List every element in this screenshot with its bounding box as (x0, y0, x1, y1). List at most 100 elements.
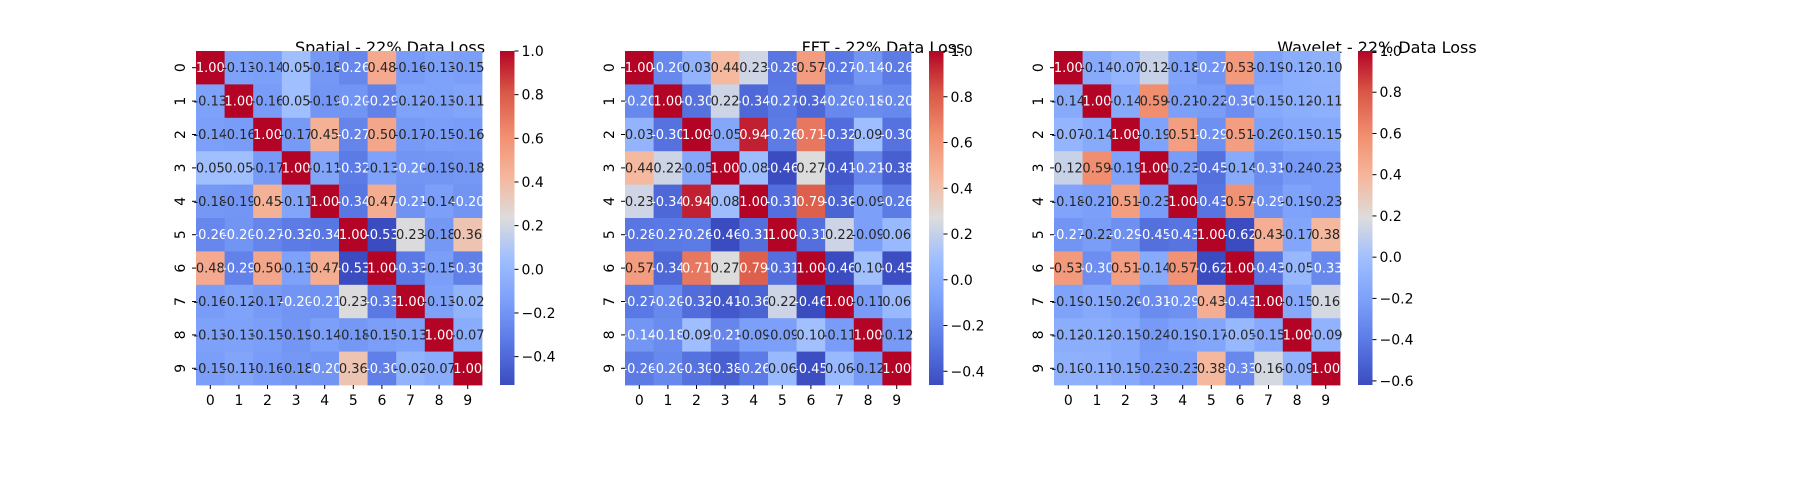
heatmap-cell (796, 318, 826, 352)
heatmap-cell (1139, 84, 1169, 119)
cell-value-label: -0.13 (394, 328, 428, 343)
heatmap-cell (1139, 351, 1169, 386)
heatmap-cell (253, 84, 283, 119)
heatmap-cell (310, 284, 340, 319)
cell-value-label: -0.14 (1080, 61, 1114, 76)
cell-value-label: -0.20 (622, 95, 656, 110)
heatmap-cell (1311, 351, 1341, 386)
colorbar-tick-label: 0.0 (522, 262, 544, 278)
cell-value-label: -0.07 (451, 328, 485, 343)
x-tick-label: 3 (292, 393, 301, 409)
x-tick-label: 8 (1293, 393, 1302, 409)
cell-value-label: -0.41 (708, 295, 742, 310)
heatmap-cell (310, 218, 340, 252)
cell-value-label: -0.18 (422, 228, 456, 243)
heatmap-cell (710, 318, 740, 352)
y-tick-label: 1 (173, 97, 189, 106)
cell-value-label: -0.43 (1166, 228, 1200, 243)
cell-value-label: -0.29 (222, 262, 256, 277)
cell-value-label: -0.14 (851, 61, 885, 76)
heatmap-cell (453, 51, 483, 85)
heatmap-cell (1197, 251, 1226, 286)
heatmap-cell (281, 218, 311, 252)
heatmap-cell (796, 84, 826, 119)
heatmap-cell (224, 251, 254, 286)
heatmap-cell (281, 251, 311, 286)
heatmap-cell (224, 151, 254, 185)
heatmap-cell (1197, 84, 1226, 119)
cell-value-label: -0.09 (851, 228, 885, 243)
cell-value-label: -0.19 (1280, 195, 1314, 210)
cell-value-label: -0.41 (823, 161, 857, 176)
cell-value-label: 1.00 (367, 262, 396, 277)
heatmap-cell (224, 117, 254, 152)
heatmap-cell (796, 218, 826, 252)
y-tick-label: 4 (1031, 197, 1047, 206)
heatmap-cell (367, 318, 397, 352)
cell-value-label: -0.53 (365, 228, 399, 243)
cell-value-label: -0.16 (222, 128, 256, 143)
heatmap-cell (281, 284, 311, 319)
cell-value-label: -0.14 (308, 328, 342, 343)
y-tick-label: 0 (173, 63, 189, 72)
heatmap-cell (682, 251, 712, 286)
cell-value-label: -0.17 (1280, 228, 1314, 243)
cell-value-label: -0.15 (1252, 328, 1286, 343)
cell-value-label: 0.59 (1140, 95, 1169, 110)
colorbar-tick-label: 1.0 (951, 44, 973, 60)
heatmap-cell (453, 251, 483, 286)
colorbar-tick-label: −0.4 (1380, 333, 1414, 349)
heatmap-cell (1197, 151, 1226, 185)
heatmap-cell (396, 117, 426, 152)
heatmap-cell (768, 284, 797, 319)
x-tick-label: 0 (1064, 393, 1073, 409)
x-tick-label: 5 (349, 393, 358, 409)
heatmap-cell (196, 218, 225, 252)
heatmap-cell (796, 51, 826, 85)
heatmap-cell (196, 151, 225, 185)
cell-value-label: 1.00 (739, 195, 768, 210)
x-axis: 0 1 2 3 4 5 6 7 8 9 (206, 385, 472, 409)
heatmap-cell (424, 117, 454, 152)
heatmap-cell (682, 318, 712, 352)
cell-value-label: -0.24 (1137, 328, 1171, 343)
cell-value-label: 0.09 (854, 128, 883, 143)
cell-value-label: -0.19 (422, 161, 456, 176)
heatmap-cell (768, 351, 797, 386)
cell-value-label: -0.20 (880, 95, 914, 110)
heatmap-cell (625, 218, 654, 252)
heatmap-cell (1054, 151, 1083, 185)
heatmap-cell (625, 184, 654, 219)
cell-value-label: -0.20 (308, 362, 342, 377)
heatmap-cell (1197, 351, 1226, 386)
colorbar-tick-label: 0.0 (1380, 250, 1402, 266)
heatmap-cell (1311, 184, 1341, 219)
heatmap-cell (710, 351, 740, 386)
heatmap-cell (396, 218, 426, 252)
heatmap-cell (424, 51, 454, 85)
heatmap-cell (1111, 84, 1141, 119)
cell-value-label: -0.15 (1109, 328, 1143, 343)
cell-value-label: -0.02 (394, 362, 428, 377)
cell-value-label: -0.15 (422, 262, 456, 277)
y-axis: 0 1 2 3 4 5 6 7 8 9 (173, 63, 196, 373)
cell-value-label: -0.45 (1137, 228, 1171, 243)
heatmap-cell (367, 184, 397, 219)
heatmap-cell (1254, 84, 1284, 119)
heatmap-cell (682, 284, 712, 319)
heatmap-cell (825, 284, 855, 319)
cell-value-label: -0.14 (251, 61, 285, 76)
heatmap-cell (739, 251, 769, 286)
cell-value-label: 0.23 (625, 195, 654, 210)
cell-value-label: -0.26 (880, 61, 914, 76)
cell-value-label: -0.20 (279, 295, 313, 310)
heatmap-cell (310, 151, 340, 185)
cell-value-label: -0.15 (1080, 295, 1114, 310)
heatmap-cell (1311, 84, 1341, 119)
heatmap-cell (1139, 117, 1169, 152)
colorbar: 1.0 0.8 0.6 0.4 0.2 0.0 −0.2 −0.4 −0.6 (1358, 44, 1414, 390)
heatmap-cell (453, 318, 483, 352)
heatmap-cell (739, 184, 769, 219)
x-tick-label: 4 (320, 393, 329, 409)
cell-value-label: 0.79 (739, 262, 768, 277)
